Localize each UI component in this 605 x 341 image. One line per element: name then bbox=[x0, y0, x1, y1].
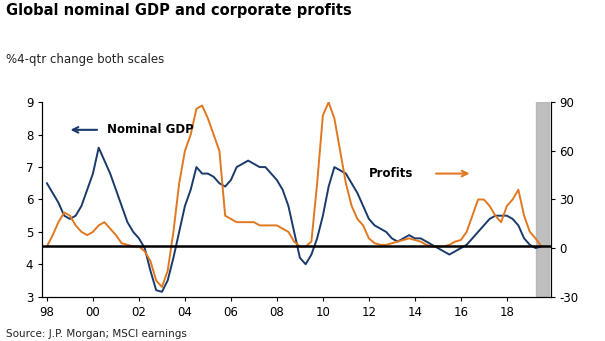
Text: Nominal GDP: Nominal GDP bbox=[106, 123, 194, 136]
Text: Global nominal GDP and corporate profits: Global nominal GDP and corporate profits bbox=[6, 3, 352, 18]
Text: %4-qtr change both scales: %4-qtr change both scales bbox=[6, 53, 165, 66]
Bar bbox=[535, 102, 549, 297]
Text: Profits: Profits bbox=[369, 167, 413, 180]
Text: Source: J.P. Morgan; MSCI earnings: Source: J.P. Morgan; MSCI earnings bbox=[6, 329, 187, 339]
